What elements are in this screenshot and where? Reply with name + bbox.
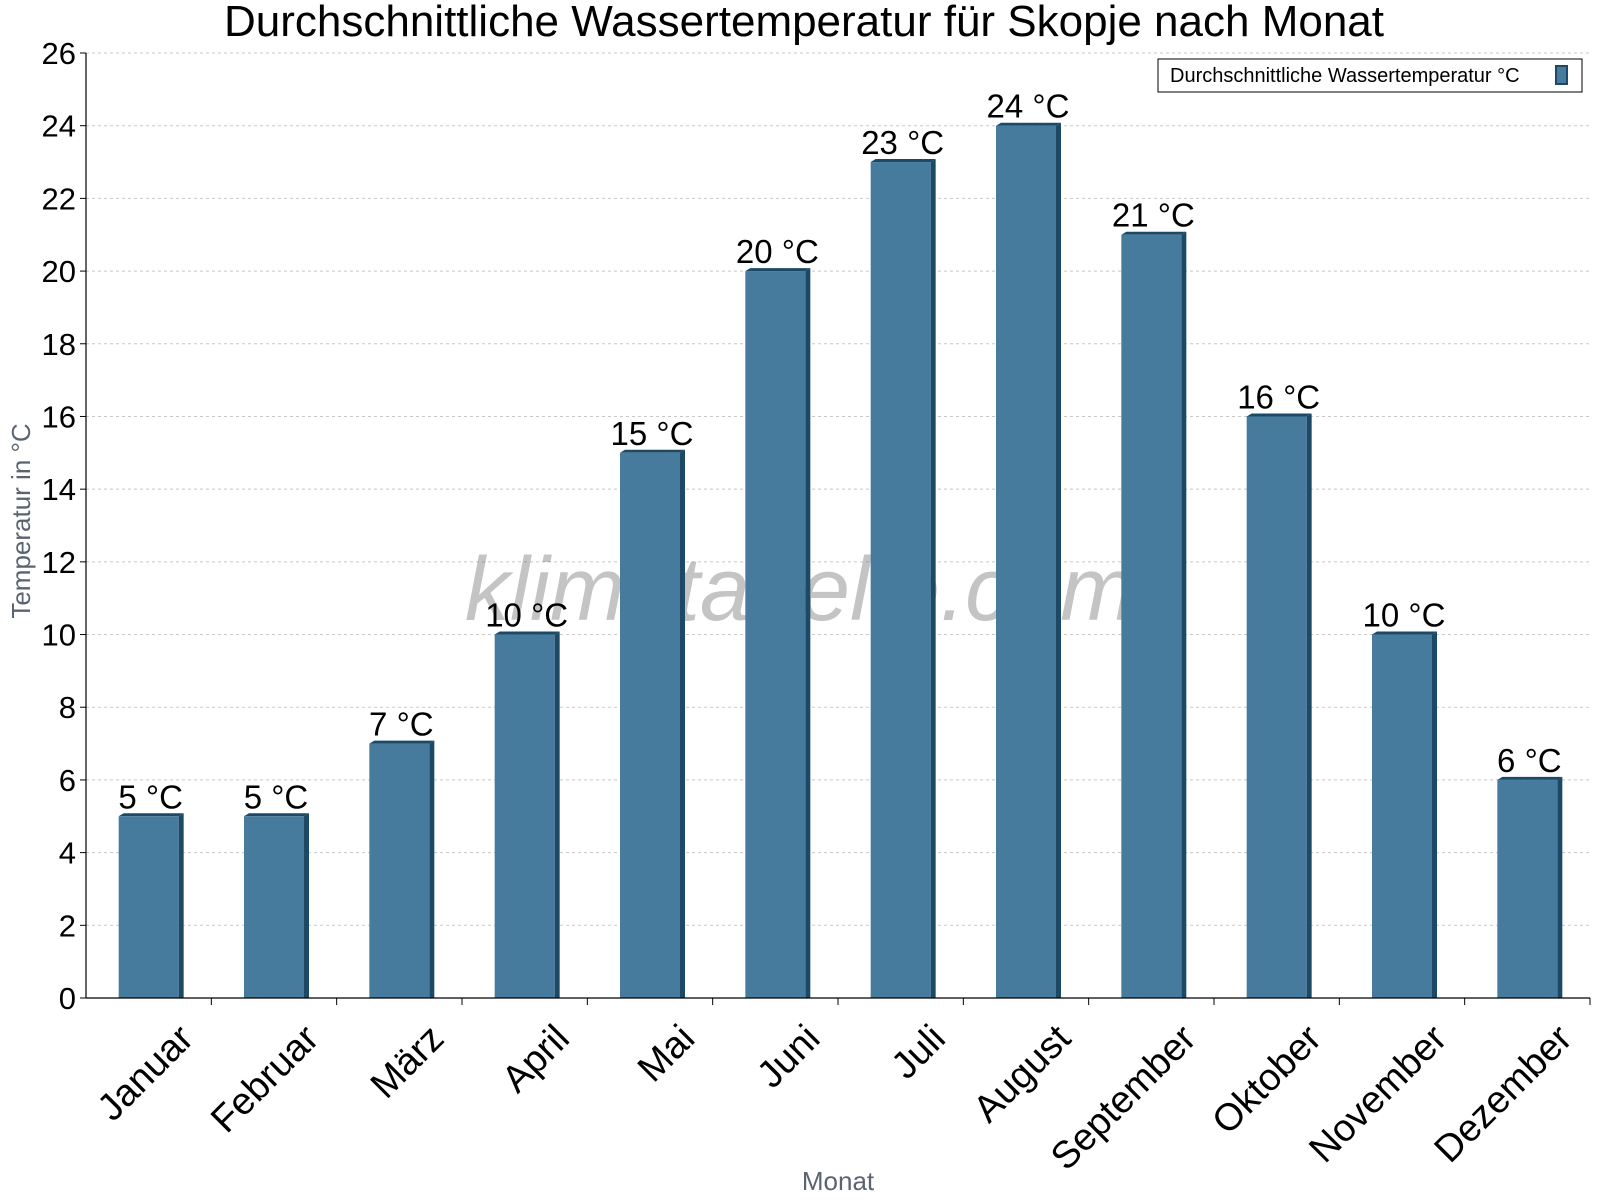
- y-tick-label: 10: [42, 618, 76, 653]
- x-tick-label: März: [363, 1017, 452, 1106]
- data-label: 24 °C: [987, 88, 1070, 125]
- x-tick-label: Februar: [203, 1017, 327, 1141]
- x-tick-label: Dezember: [1427, 1017, 1581, 1171]
- bar: [244, 813, 309, 998]
- y-tick-label: 26: [42, 36, 76, 71]
- bar: [870, 159, 936, 999]
- chart-title: Durchschnittliche Wassertemperatur für S…: [224, 0, 1384, 46]
- y-tick-label: 14: [42, 472, 76, 507]
- x-tick-label: Juni: [749, 1017, 828, 1096]
- data-label: 10 °C: [485, 597, 568, 634]
- y-tick-label: 24: [42, 109, 76, 144]
- bar: [1246, 413, 1312, 998]
- bars: [118, 122, 1563, 999]
- y-tick-label: 18: [42, 327, 76, 362]
- data-label: 5 °C: [118, 778, 183, 815]
- bar: [369, 740, 435, 998]
- data-labels: 5 °C 5 °C 7 °C 10 °C 15 °C 20 °C 23 °C 24 °C 21 …: [118, 88, 1561, 816]
- bar: [745, 268, 811, 999]
- y-tick-label: 16: [42, 399, 76, 434]
- data-label: 5 °C: [244, 778, 309, 815]
- x-tick-label: Mai: [630, 1017, 703, 1090]
- data-label: 15 °C: [611, 415, 694, 452]
- axes: [80, 52, 1591, 1005]
- y-tick-label: 22: [42, 181, 76, 216]
- x-tick-label: Oktober: [1204, 1017, 1330, 1143]
- y-tick-label: 2: [59, 908, 76, 943]
- y-tick-label: 4: [59, 836, 76, 871]
- legend: Durchschnittliche Wassertemperatur °C: [1157, 58, 1583, 93]
- x-tick-label: August: [966, 1017, 1080, 1131]
- gridlines: [86, 52, 1590, 926]
- data-label: 7 °C: [369, 706, 434, 743]
- bar: [996, 122, 1061, 998]
- data-label: 23 °C: [861, 124, 944, 161]
- legend-swatch: [1555, 65, 1568, 85]
- data-label: 20 °C: [736, 233, 819, 270]
- legend-box: [1157, 58, 1583, 93]
- data-label: 16 °C: [1237, 378, 1320, 415]
- data-label: 21 °C: [1112, 197, 1195, 234]
- y-tick-label: 0: [59, 981, 76, 1016]
- y-tick-label: 12: [42, 545, 76, 580]
- x-tick-label: April: [494, 1017, 577, 1100]
- bar: [620, 449, 685, 998]
- y-tick-label: 20: [42, 254, 76, 289]
- x-axis-title: Monat: [802, 1166, 875, 1196]
- y-tick-label: 6: [59, 763, 76, 798]
- y-tick-label: 8: [59, 690, 76, 725]
- x-tick-label: Januar: [90, 1017, 202, 1129]
- x-tick-label: Juli: [884, 1017, 954, 1087]
- y-axis-title: Temperatur in °C: [6, 423, 36, 618]
- data-label: 10 °C: [1363, 597, 1446, 634]
- bar: [1497, 776, 1563, 998]
- data-label: 6 °C: [1497, 742, 1562, 779]
- legend-label: Durchschnittliche Wassertemperatur °C: [1170, 65, 1520, 87]
- bar: [1372, 631, 1437, 998]
- bar: [494, 631, 560, 998]
- bar: [118, 813, 184, 998]
- x-tick-labels: Januar Februar März April Mai Juni Juli AugustS…: [90, 1017, 1581, 1178]
- bar: [1121, 231, 1187, 998]
